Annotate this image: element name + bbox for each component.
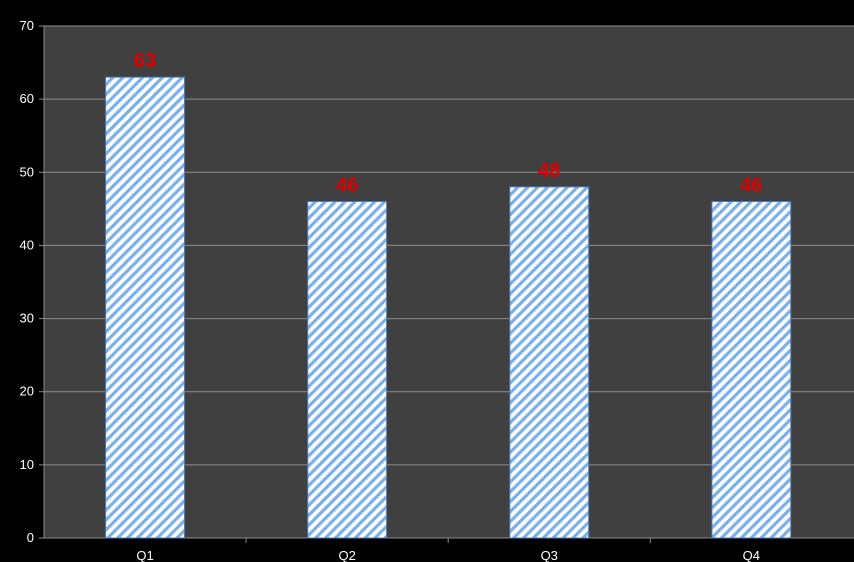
data-label: 63 — [134, 50, 156, 72]
data-labels: 63 46 48 46 — [134, 50, 763, 196]
y-tick-label: 0 — [27, 530, 34, 545]
y-tick-label: 40 — [20, 237, 34, 252]
x-tick-label: Q1 — [136, 548, 153, 562]
bar-q3 — [509, 186, 590, 539]
y-tick-label: 30 — [20, 311, 34, 326]
y-tick-label: 20 — [20, 384, 34, 399]
data-label: 46 — [740, 175, 762, 197]
bar-q2 — [307, 201, 388, 539]
data-label: 46 — [336, 175, 358, 197]
y-tick-label: 10 — [20, 457, 34, 472]
axes: 0 10 20 30 40 50 60 70 Q1 Q2 Q3 Q4 — [20, 18, 854, 562]
bars — [105, 76, 792, 539]
x-tick-label: Q4 — [743, 548, 760, 562]
x-tick-label: Q3 — [541, 548, 558, 562]
bar-q4 — [711, 201, 792, 539]
bar-q1 — [105, 76, 185, 539]
data-label: 48 — [538, 160, 560, 182]
x-tick-label: Q2 — [338, 548, 355, 562]
y-tick-label: 60 — [20, 91, 34, 106]
y-tick-label: 70 — [20, 18, 34, 33]
y-tick-label: 50 — [20, 164, 34, 179]
